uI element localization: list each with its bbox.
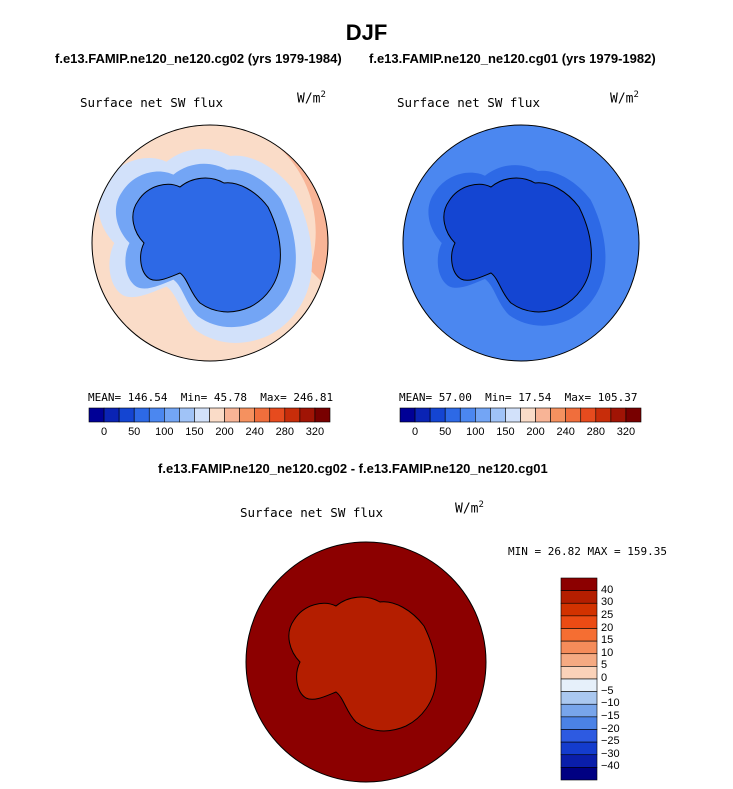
diff-colorbar	[560, 577, 598, 781]
left-colorbar-tick-label: 240	[245, 426, 264, 438]
left-colorbar-swatch	[299, 407, 316, 423]
right-colorbar-tick-label: 240	[556, 426, 575, 438]
left-stats: MEAN= 146.54 Min= 45.78 Max= 246.81	[88, 391, 334, 404]
diff-colorbar-tick-label: −15	[601, 709, 620, 722]
right-colorbar-tick-label: 320	[616, 426, 636, 438]
diff-colorbar-tick-label: 20	[601, 621, 614, 634]
diff-colorbar-swatch	[560, 703, 598, 718]
right-stats: MEAN= 57.00 Min= 17.54 Max= 105.37	[399, 391, 638, 404]
left-colorbar-swatch	[254, 407, 271, 423]
left-colorbar-swatch	[164, 407, 180, 423]
diff-colorbar-swatch	[560, 678, 598, 692]
right-colorbar-swatch	[490, 407, 506, 423]
right-colorbar	[399, 407, 642, 423]
right-colorbar-tick-label: 280	[586, 426, 605, 438]
diff-colorbar-tick-label: 25	[601, 608, 614, 621]
left-colorbar-tick-label: 0	[101, 426, 108, 438]
diff-colorbar-swatch	[560, 640, 598, 655]
diff-colorbar-tick-label: 30	[601, 596, 614, 609]
diff-plot-title: Surface net SW flux	[240, 505, 383, 520]
left-colorbar	[88, 407, 331, 423]
left-colorbar-swatch	[209, 407, 225, 423]
diff-colorbar-swatch	[560, 602, 598, 617]
right-colorbar-swatch	[459, 407, 476, 423]
diff-colorbar-tick-label: 40	[601, 583, 614, 596]
diff-colorbar-tick-label: −5	[601, 684, 614, 697]
diff-colorbar-swatch	[560, 577, 598, 591]
diff-colorbar-swatch	[560, 691, 598, 705]
left-colorbar-swatch	[239, 407, 255, 423]
left-colorbar-swatch	[88, 407, 105, 423]
right-colorbar-swatch	[610, 407, 627, 423]
right-colorbar-swatch	[505, 407, 521, 423]
diff-colorbar-swatch	[560, 767, 598, 781]
right-colorbar-swatch	[429, 407, 446, 423]
left-colorbar-tick-label: 320	[305, 426, 325, 438]
diff-panel-header: f.e13.FAMIP.ne120_ne120.cg02 - f.e13.FAM…	[158, 461, 548, 476]
diff-colorbar-swatch	[560, 653, 598, 667]
right-colorbar-tick-label: 0	[412, 426, 419, 438]
right-colorbar-swatch	[414, 407, 431, 423]
diff-colorbar-swatch	[560, 628, 598, 642]
left-colorbar-tick-label: 280	[275, 426, 294, 438]
right-colorbar-swatch	[550, 407, 566, 423]
right-colorbar-swatch	[565, 407, 582, 423]
right-polar-map	[402, 124, 640, 362]
diff-plot-units: W/m2	[455, 500, 484, 517]
left-colorbar-swatch	[269, 407, 286, 423]
left-colorbar-swatch	[224, 407, 240, 423]
right-colorbar-tick-label: 150	[496, 426, 515, 438]
right-plot-units: W/m2	[610, 90, 639, 107]
diff-colorbar-tick-label: −40	[601, 760, 620, 773]
right-colorbar-tick-label: 100	[466, 426, 485, 438]
diff-colorbar-tick-label: −30	[601, 747, 620, 760]
left-colorbar-swatch	[284, 407, 301, 423]
diff-colorbar-tick-label: −25	[601, 735, 620, 748]
page-title: DJF	[345, 20, 388, 45]
diff-stats: MIN = 26.82 MAX = 159.35	[508, 545, 667, 558]
diff-colorbar-tick-label: 15	[601, 634, 614, 647]
diff-polar-map	[245, 541, 487, 783]
left-colorbar-swatch	[133, 407, 150, 423]
diff-colorbar-swatch	[560, 754, 598, 768]
diff-colorbar-tick-label: 0	[601, 672, 608, 684]
left-polar-map	[91, 124, 329, 362]
left-plot-units: W/m2	[297, 90, 326, 107]
diff-colorbar-tick-label: −10	[601, 697, 620, 710]
right-colorbar-tick-label: 200	[526, 426, 545, 438]
right-colorbar-tick-label: 50	[439, 426, 452, 438]
right-colorbar-swatch	[595, 407, 612, 423]
diff-colorbar-swatch	[560, 729, 598, 743]
left-colorbar-swatch	[314, 407, 331, 423]
right-colorbar-swatch	[520, 407, 536, 423]
right-colorbar-swatch	[399, 407, 416, 423]
diff-colorbar-tick-label: −20	[601, 722, 620, 735]
diff-colorbar-swatch	[560, 615, 598, 629]
right-colorbar-swatch	[580, 407, 597, 423]
left-colorbar-tick-label: 100	[155, 426, 174, 438]
diff-colorbar-swatch	[560, 741, 598, 756]
left-colorbar-tick-label: 50	[128, 426, 141, 438]
left-colorbar-tick-label: 150	[185, 426, 204, 438]
right-colorbar-swatch	[444, 407, 461, 423]
diff-colorbar-swatch	[560, 716, 598, 730]
diff-colorbar-swatch	[560, 666, 598, 680]
diff-colorbar-tick-label: 5	[601, 659, 608, 672]
left-plot-title: Surface net SW flux	[80, 95, 223, 110]
right-colorbar-swatch	[475, 407, 491, 423]
left-colorbar-swatch	[103, 407, 120, 423]
left-panel-header: f.e13.FAMIP.ne120_ne120.cg02 (yrs 1979-1…	[55, 51, 342, 66]
right-colorbar-swatch	[535, 407, 551, 423]
diff-colorbar-tick-label: 10	[601, 646, 614, 659]
left-colorbar-swatch	[179, 407, 195, 423]
right-plot-title: Surface net SW flux	[397, 95, 540, 110]
left-colorbar-tick-label: 200	[215, 426, 234, 438]
diff-colorbar-swatch	[560, 590, 598, 604]
left-colorbar-swatch	[148, 407, 165, 423]
left-colorbar-swatch	[118, 407, 135, 423]
left-colorbar-swatch	[194, 407, 210, 423]
right-colorbar-swatch	[625, 407, 642, 423]
right-panel-header: f.e13.FAMIP.ne120_ne120.cg01 (yrs 1979-1…	[369, 51, 656, 66]
